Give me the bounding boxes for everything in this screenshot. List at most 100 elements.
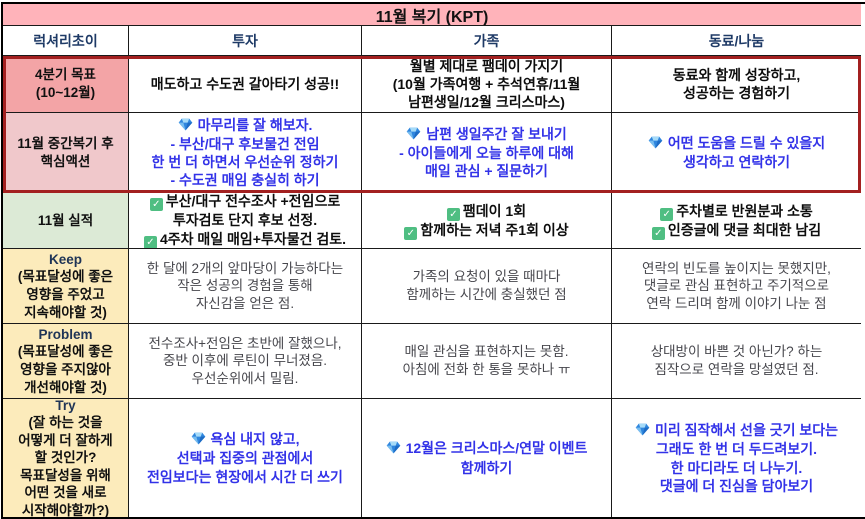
cell-line: 월별 제대로 팸데이 가지기 [410, 57, 563, 75]
row-label-quarter-goal: 4분기 목표 (10~12월) [3, 56, 129, 113]
cell-line: 함께하는 시간에 충실했던 점 [406, 286, 566, 304]
gem-icon [386, 440, 401, 458]
row-label-line: 4분기 목표 [35, 67, 96, 83]
cell-text: 선택과 집중의 관점에서 [176, 450, 314, 467]
cell-text: 생각하고 연락하기 [683, 154, 790, 170]
cell-keep-invest: 한 달에 2개의 앞마당이 가능하다는 작은 성공의 경험을 통해 자신감을 얻은 … [129, 249, 362, 324]
cell-line: 자신감을 얻은 점. [196, 295, 294, 313]
cell-line: ✓ 주차별로 반원분과 소통 [660, 202, 813, 221]
cell-line: 상대방이 바쁜 것 아닌가? 하는 [651, 343, 823, 361]
cell-line: ✓ 4주차 매일 매임+투자물건 검토. [143, 230, 347, 248]
cell-line: 연락의 빈도를 높이지는 못했지만, [642, 260, 831, 278]
column-header-peers: 동료/나눔 [612, 26, 861, 56]
cell-text: 우선순위에서 밀림. [191, 370, 299, 386]
cell-line: 매일 관심 + 질문하기 [425, 162, 548, 180]
cell-line: 마무리를 잘 해보자. [178, 116, 313, 135]
gem-icon [648, 135, 663, 153]
column-header-invest: 투자 [129, 26, 362, 56]
cell-line: 성공하는 경험하기 [683, 84, 790, 102]
cell-line: - 아이들에게 오늘 하루에 대해 [399, 144, 574, 162]
cell-text: - 부산/대구 후보물건 전임 [170, 135, 320, 152]
row-label-november-results: 11월 실적 [3, 193, 129, 249]
row-label-problem: Problem (목표달성에 좋은 영향을 주지않아 개선해야할 것) [3, 324, 129, 399]
cell-text: 작은 성공의 경험을 통해 [177, 278, 313, 294]
cell-line: 함께하기 [461, 459, 513, 477]
row-label-line: (목표달성에 좋은 [17, 269, 114, 285]
cell-text: 매일 관심을 표현하지는 못함. [404, 344, 569, 360]
cell-line: 한 마디라도 더 나누기. [671, 459, 802, 477]
cell-text: 4주차 매일 매임+투자물건 검토. [159, 230, 347, 247]
check-icon: ✓ [660, 207, 674, 221]
cell-quarter-goal-peers: 동료와 함께 성장하고, 성공하는 경험하기 [612, 56, 861, 113]
cell-text: 욕심 내지 않고, [210, 431, 300, 448]
cell-line: 선택과 집중의 관점에서 [177, 449, 314, 467]
cell-text: 한 번 더 하면서 우선순위 정하기 [151, 154, 339, 170]
cell-text: 연락의 빈도를 높이지는 못했지만, [642, 260, 831, 276]
cell-line: 욕심 내지 않고, [191, 430, 300, 449]
cell-text: 인증글에 댓글 최대한 남김 [667, 221, 822, 238]
cell-line: 동료와 함께 성장하고, [673, 66, 801, 84]
cell-november-results-peers: ✓ 주차별로 반원분과 소통 ✓ 인증글에 댓글 최대한 남김 [612, 193, 861, 249]
cell-text: 함께하는 시간에 충실했던 점 [406, 287, 567, 302]
cell-problem-invest: 전수조사+전임은 초반에 잘했으나, 중반 이후에 루틴이 무너졌음. 우선순위에서… [129, 324, 362, 399]
row-label-line: 목표달성을 위해 [20, 467, 111, 483]
check-icon: ✓ [143, 235, 157, 248]
column-header-family: 가족 [362, 26, 612, 56]
cell-text: 매도하고 수도권 갈아타기 성공!! [150, 75, 340, 92]
cell-line: 매일 관심을 표현하지는 못함. [404, 343, 568, 361]
cell-line: 댓글에 더 진심을 담아보기 [660, 477, 813, 495]
cell-text: (10월 가족여행 + 추석연휴/11월 [392, 75, 581, 92]
check-icon: ✓ [404, 226, 418, 240]
cell-try-peers: 미리 짐작해서 선을 긋기 보다는 그래도 한 번 더 두드려보기. 한 마디라도 … [612, 399, 861, 517]
cell-text: 주차별로 반원분과 소통 [676, 202, 813, 219]
cell-text: - 아이들에게 오늘 하루에 대해 [399, 144, 574, 161]
cell-text: 팸데이 1회 [462, 202, 527, 219]
row-label-line: 개선해야할 것) [24, 379, 107, 395]
cell-line: 연락 드리며 함께 이야기 나눈 점 [646, 295, 826, 313]
cell-line: 남편생일/12월 크리스마스) [408, 93, 565, 111]
cell-keep-family: 가족의 요청이 있을 때마다 함께하는 시간에 충실했던 점 [362, 249, 612, 324]
cell-text: 연락 드리며 함께 이야기 나눈 점 [646, 295, 827, 311]
row-label-line: 어떻게 더 잘하게 [18, 432, 113, 448]
cell-line: 미리 짐작해서 선을 긋기 보다는 [635, 421, 838, 440]
row-label-line: 11월 실적 [37, 212, 94, 228]
cell-text: 마무리를 잘 해보자. [197, 116, 313, 133]
cell-text: 남편생일/12월 크리스마스) [408, 94, 565, 111]
cell-line: 가족의 요청이 있을 때마다 [413, 268, 561, 286]
cell-text: 댓글로 관심 표현하고 주기적으로 [643, 278, 830, 294]
cell-text: 부산/대구 전수조사 +전임으로 [165, 193, 341, 210]
row-label-line: Keep [48, 251, 82, 267]
row-label-line: 11월 중간복기 후 [17, 135, 114, 151]
cell-text: 미리 짐작해서 선을 긋기 보다는 [655, 422, 838, 439]
cell-text: 중반 이후에 루틴이 무너졌음. [162, 353, 328, 369]
cell-text: 매일 관심 + 질문하기 [425, 163, 548, 180]
cell-problem-family: 매일 관심을 표현하지는 못함. 아침에 전화 한 통을 못하나 ㅠ [362, 324, 612, 399]
cell-text: 남편 생일주간 잘 보내기 [426, 125, 567, 142]
row-label-line: Problem [38, 326, 93, 342]
row-label-line: (목표달성에 좋은 [17, 344, 114, 360]
cell-line: - 수도권 매임 충실히 하기 [170, 171, 319, 189]
cell-line: - 부산/대구 후보물건 전임 [170, 135, 319, 153]
cell-quarter-goal-invest: 매도하고 수도권 갈아타기 성공!! [129, 56, 362, 113]
cell-november-results-family: ✓ 팸데이 1회 ✓ 함께하는 저녁 주1회 이상 [362, 193, 612, 249]
cell-text: 어떤 도움을 드릴 수 있을지 [667, 134, 826, 151]
cell-text: 투자검토 단지 후보 선정. [172, 212, 318, 229]
cell-line: 전임보다는 현장에서 시간 더 쓰기 [147, 468, 343, 486]
cell-line: 전수조사+전임은 초반에 잘했으나, [148, 335, 341, 353]
cell-problem-peers: 상대방이 바쁜 것 아닌가? 하는 짐작으로 연락을 망설였던 점. [612, 324, 861, 399]
cell-line: (10월 가족여행 + 추석연휴/11월 [393, 75, 581, 93]
cell-line: 우선순위에서 밀림. [192, 370, 299, 388]
cell-text: 전임보다는 현장에서 시간 더 쓰기 [147, 468, 343, 485]
check-icon: ✓ [446, 207, 460, 221]
row-label-line: 핵심액션 [40, 153, 91, 169]
cell-line: 어떤 도움을 드릴 수 있을지 [648, 134, 825, 153]
table-title: 11월 복기 (KPT) [3, 4, 861, 26]
cell-try-invest: 욕심 내지 않고, 선택과 집중의 관점에서 전임보다는 현장에서 시간 더 쓰기 [129, 399, 362, 517]
cell-text: 함께하는 저녁 주1회 이상 [420, 221, 569, 238]
